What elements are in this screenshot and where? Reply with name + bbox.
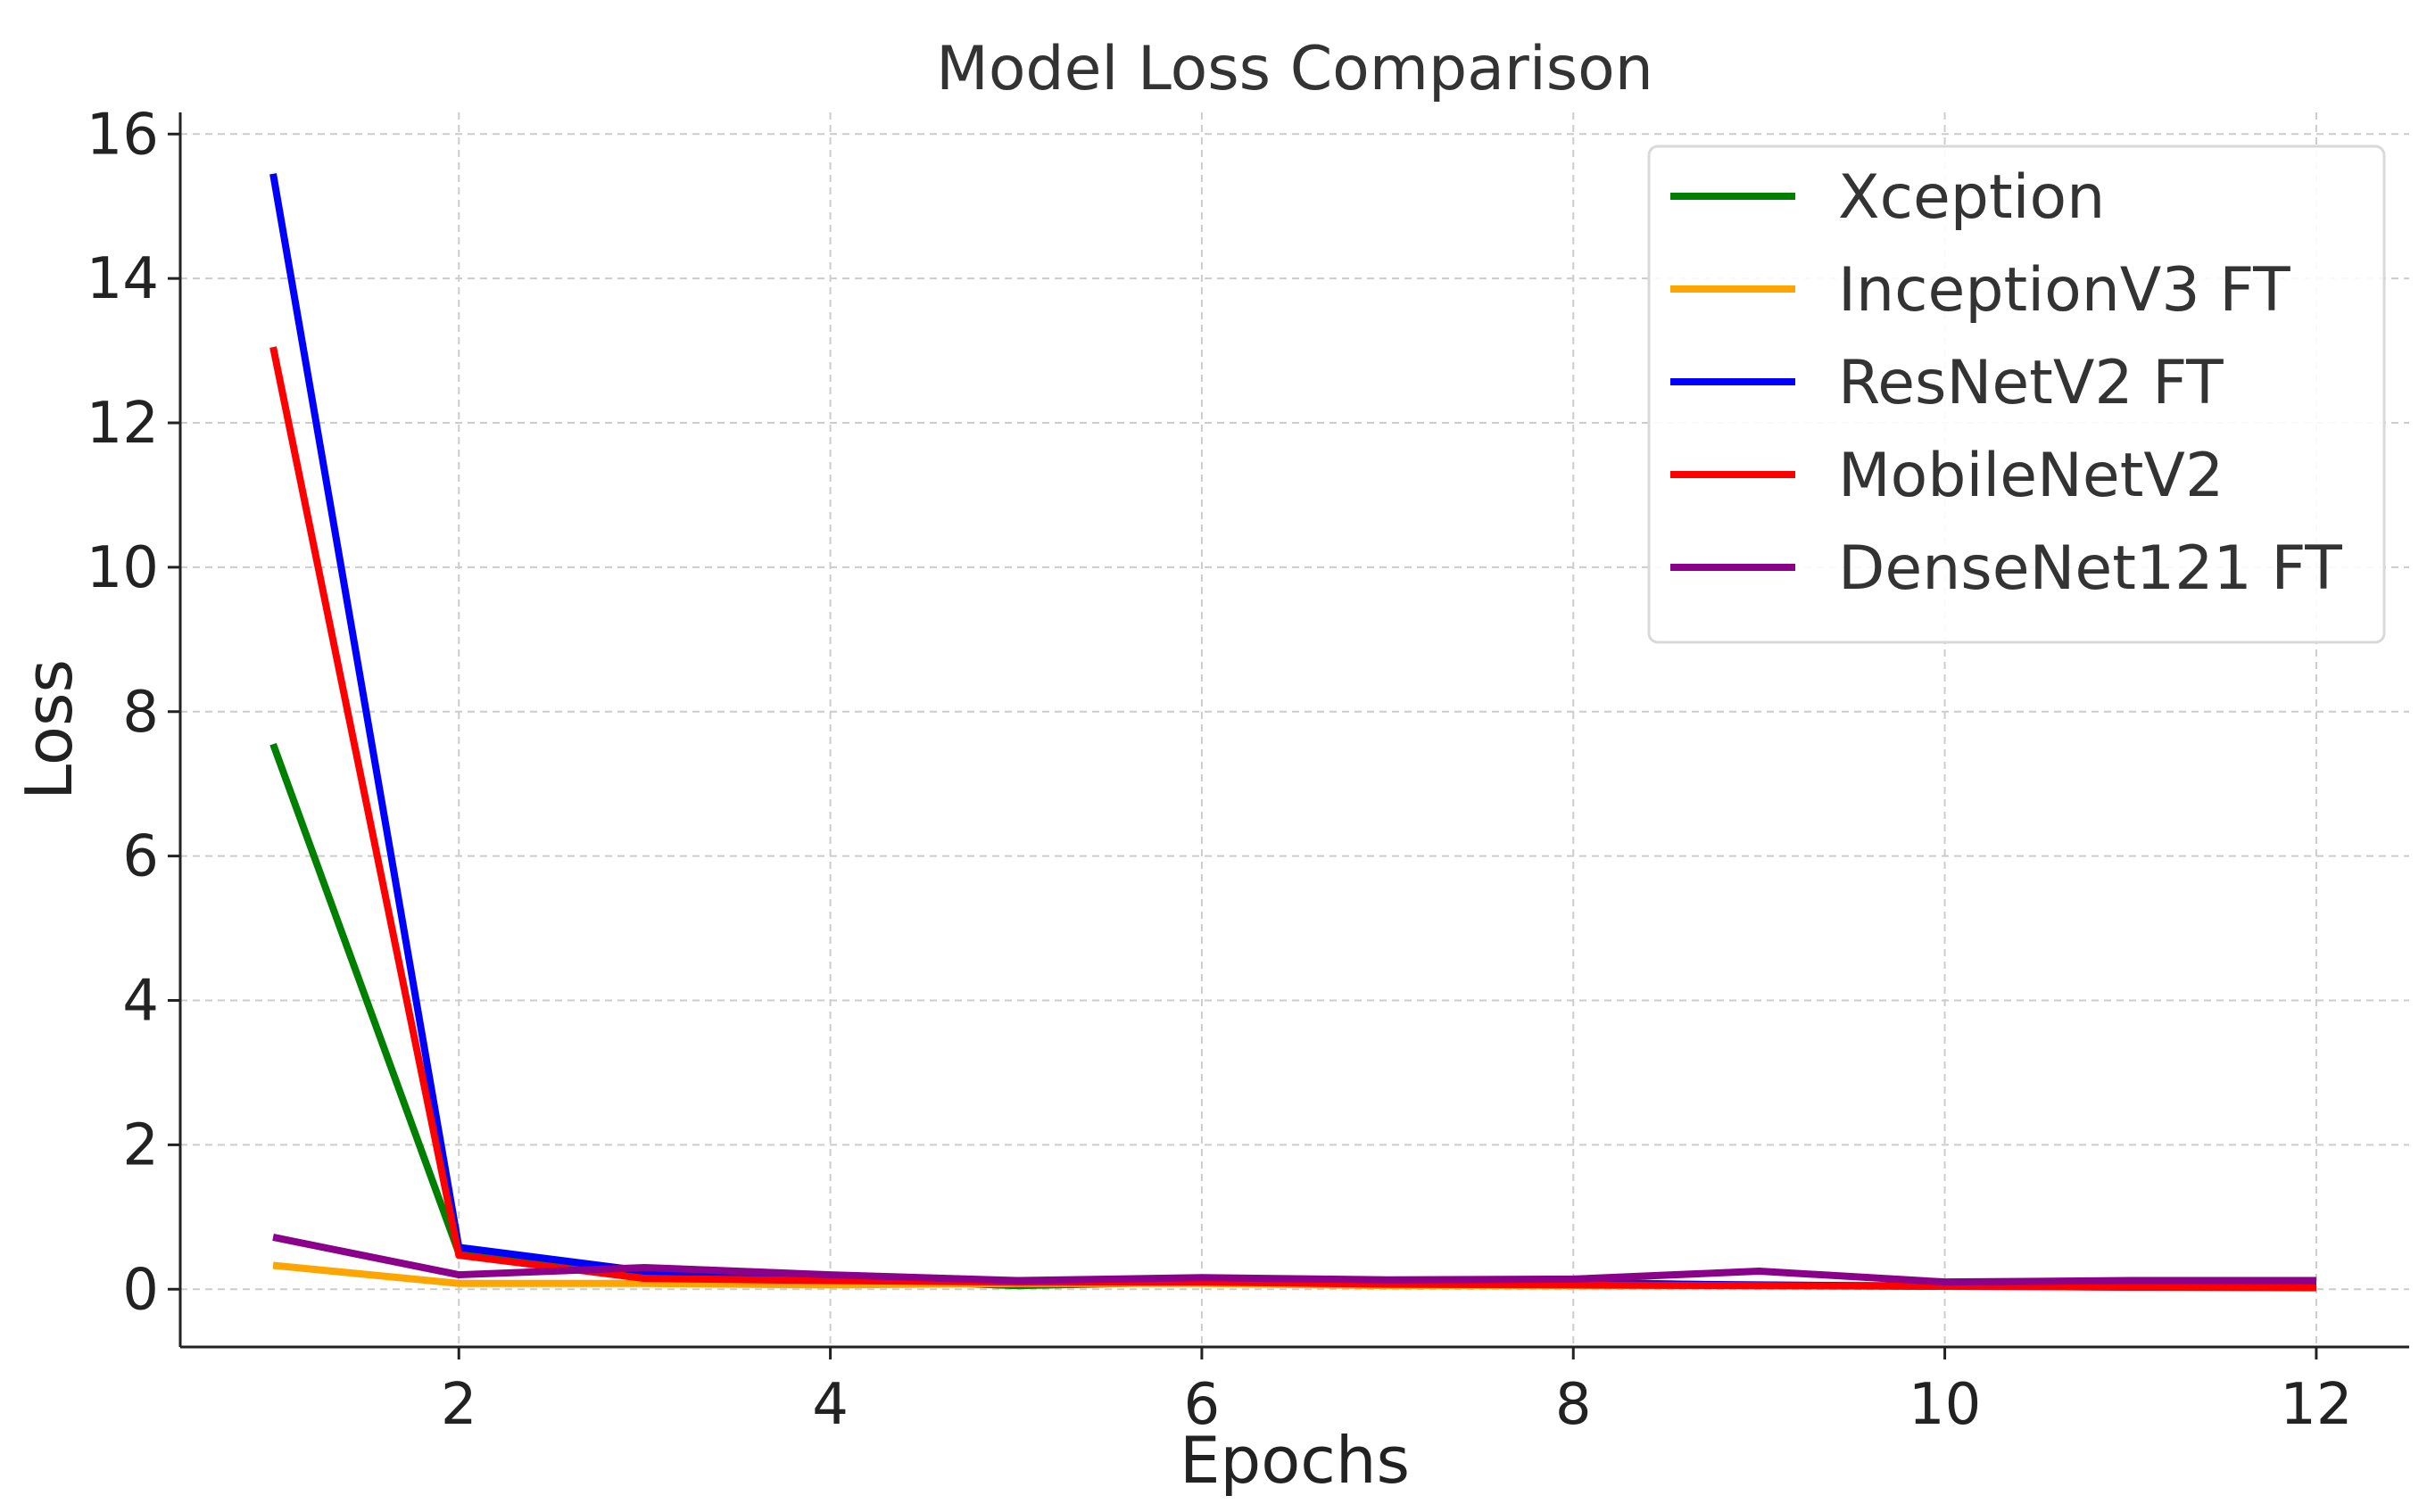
y-tick-label: 4: [122, 969, 159, 1035]
y-axis-label: Loss: [12, 659, 87, 800]
y-tick-label: 16: [87, 102, 159, 168]
series-line: [272, 1234, 2316, 1286]
y-tick-label: 0: [122, 1257, 159, 1323]
x-tick-label: 6: [1184, 1372, 1221, 1438]
y-tick-label: 6: [122, 824, 159, 890]
series-line: [269, 346, 2316, 1292]
y-tick-label: 12: [87, 391, 159, 457]
legend-label: InceptionV3 FT: [1838, 255, 2290, 326]
y-tick-label: 8: [122, 680, 159, 746]
axes: [178, 112, 2409, 1349]
y-tick-label: 10: [87, 535, 159, 601]
y-tick-label: 14: [87, 246, 159, 312]
series-lines: [269, 173, 2316, 1292]
x-tick-label: 10: [1909, 1372, 1981, 1438]
legend-frame: [1647, 145, 2386, 644]
legend-label: Xception: [1838, 162, 2105, 233]
grid: [180, 112, 2409, 1347]
x-axis-label: Epochs: [1180, 1423, 1410, 1498]
legend-label: DenseNet121 FT: [1838, 533, 2342, 604]
legend: Xception InceptionV3 FT ResNetV2 FT MobileN…: [1647, 145, 2386, 644]
x-tick-label: 12: [2280, 1372, 2352, 1438]
x-tick-label: 4: [812, 1372, 849, 1438]
chart-title: Model Loss Comparison: [936, 34, 1653, 104]
x-tick-label: 8: [1555, 1372, 1592, 1438]
ticks: 2 4 6 8 10 12 0 2 4 6 8 10 12 14 16: [87, 102, 2353, 1438]
legend-label: ResNetV2 FT: [1838, 348, 2224, 418]
legend-label: MobileNetV2: [1838, 441, 2224, 511]
y-tick-label: 2: [122, 1112, 159, 1178]
x-tick-label: 2: [441, 1372, 477, 1438]
